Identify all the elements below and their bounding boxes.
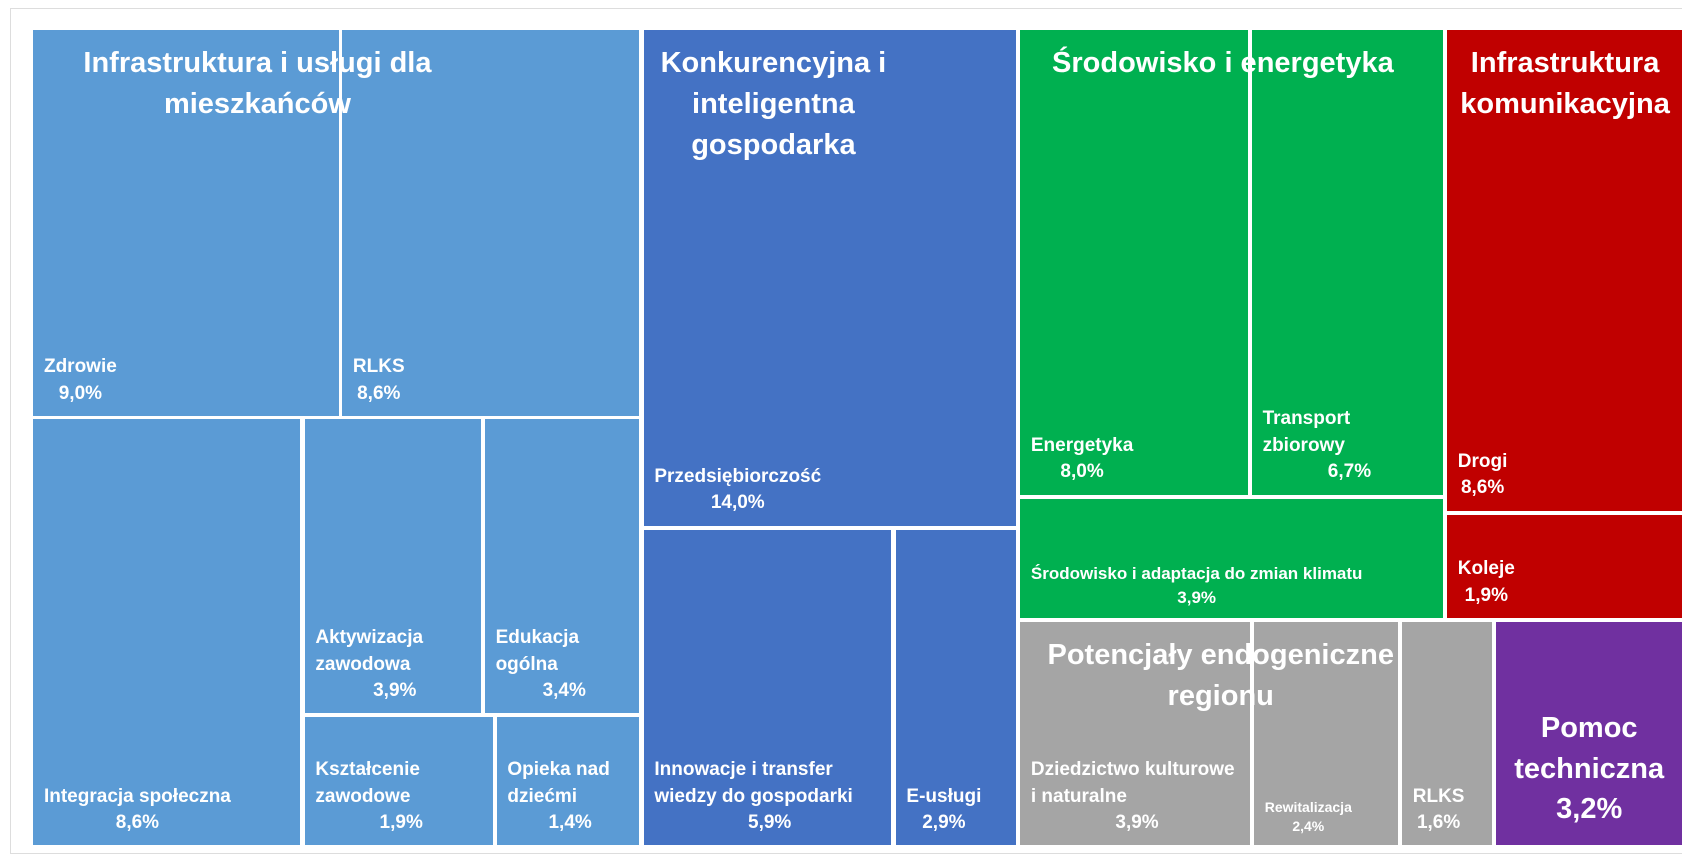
tile-label: Integracja społeczna 8,6% [44, 784, 231, 837]
tile [1253, 622, 1398, 846]
tile-name: Innowacje i transfer wiedzy do gospodark… [654, 758, 853, 807]
tile-label: E-usługi 2,9% [906, 784, 981, 837]
tile-value: 3,9% [1177, 587, 1217, 607]
tile [484, 419, 640, 714]
tile-value: 1,6% [1416, 812, 1461, 834]
tile-name: Energetyka [1030, 434, 1134, 456]
tile [1496, 622, 1682, 846]
tile [1402, 622, 1493, 846]
tile [33, 30, 339, 417]
tile [496, 716, 640, 846]
tile-label: Edukacja ogólna 3,4% [496, 625, 633, 705]
tile-label: Innowacje i transfer wiedzy do gospodark… [654, 757, 885, 837]
tile-value: 8,6% [357, 383, 401, 405]
tile-value: 5,9% [748, 812, 792, 834]
tile-label: Przedsiębiorczość 14,0% [654, 464, 821, 517]
frame [10, 8, 1682, 854]
tile-value: 2,9% [922, 812, 966, 834]
tile [1020, 622, 1250, 846]
tile-label: Aktywizacja zawodowa 3,9% [315, 625, 474, 705]
tile-label: Środowisko i adaptacja do zmian klimatu 3… [1031, 562, 1363, 610]
tile-name: Zdrowie [43, 356, 117, 378]
tile-label: Opieka nad dziećmi 1,4% [507, 757, 633, 837]
tile-value: 1,4% [548, 812, 592, 834]
tile-name: Transport zbiorowy [1262, 408, 1351, 456]
tile [1447, 30, 1682, 511]
tile-name: Aktywizacja zawodowa [315, 627, 424, 675]
tile-label: RLKS 1,6% [1413, 784, 1465, 837]
tile-value: 3,2% [1556, 793, 1623, 826]
tile [1251, 30, 1443, 495]
tile-name: Kształcenie zawodowe [315, 758, 420, 807]
tile-label: Drogi 8,6% [1458, 449, 1508, 502]
tile-label: Energetyka 8,0% [1031, 433, 1133, 486]
tile-value: 8,6% [115, 812, 160, 834]
tile-label: RLKS 8,6% [353, 354, 405, 407]
tile-label: Koleje 1,9% [1458, 556, 1515, 609]
tile-value: 14,0% [710, 492, 765, 514]
tile-name: Drogi [1457, 450, 1508, 472]
tile-name: Integracja społeczna [43, 785, 231, 807]
tile-value: 9,0% [58, 383, 103, 405]
tile-label: Kształcenie zawodowe 1,9% [315, 757, 487, 837]
tile-label: Dziedzictwo kulturowe i naturalne 3,9% [1031, 757, 1243, 837]
tile-value: 1,9% [1464, 584, 1508, 606]
tile-value: 8,0% [1060, 461, 1104, 483]
tile [643, 30, 1016, 526]
tile-name: Przedsiębiorczość [654, 465, 822, 487]
tile-label: Rewitalizacja 2,4% [1265, 798, 1352, 837]
tile [33, 419, 301, 846]
tile-value: 6,7% [1327, 461, 1372, 483]
tile-name: Koleje [1457, 558, 1515, 580]
tile-value: 3,9% [373, 680, 417, 702]
tile-value: 3,9% [1115, 812, 1159, 834]
tile [1447, 514, 1682, 618]
tile-name: RLKS [352, 356, 405, 378]
tile-name: Środowisko i adaptacja do zmian klimatu [1030, 563, 1363, 583]
tile-name: Pomoc techniczna [1514, 711, 1665, 785]
tile-name: Dziedzictwo kulturowe i naturalne [1030, 758, 1235, 807]
tile-label: Transport zbiorowy 6,7% [1263, 406, 1437, 486]
tile-label: Pomoc techniczna 3,2% [1496, 708, 1682, 830]
tile-name: Rewitalizacja [1264, 798, 1352, 815]
tile-name: RLKS [1412, 785, 1465, 807]
tile-label: Zdrowie 9,0% [44, 354, 117, 407]
tile [643, 529, 892, 846]
tile [1020, 498, 1443, 618]
tile-value: 3,4% [542, 680, 586, 702]
tile-name: E-usługi [906, 785, 982, 807]
tile-value: 8,6% [1460, 477, 1505, 499]
tile-value: 1,9% [379, 812, 423, 834]
tile [342, 30, 640, 417]
tile-name: Edukacja ogólna [495, 627, 580, 675]
tile [1020, 30, 1248, 495]
tile [895, 529, 1016, 846]
tile [304, 716, 494, 846]
tile-value: 2,4% [1292, 818, 1325, 835]
tile [304, 419, 481, 714]
tile-name: Opieka nad dziećmi [507, 758, 610, 807]
